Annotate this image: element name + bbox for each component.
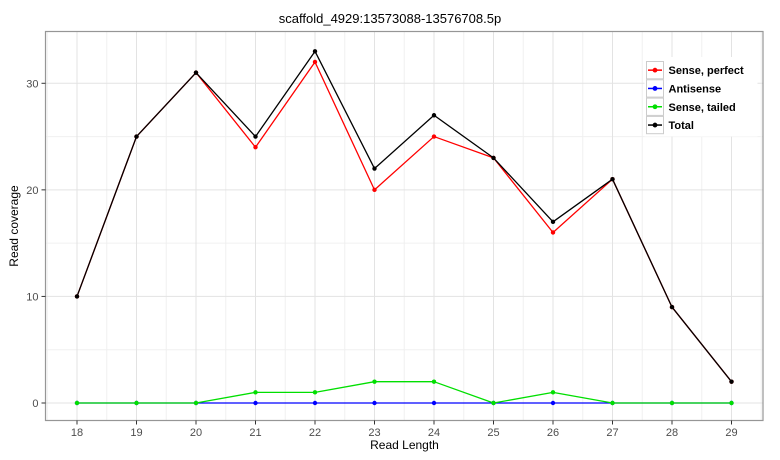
- data-point-antisense: [253, 400, 258, 406]
- data-point-sense-tailed: [372, 379, 377, 384]
- x-tick-label: 29: [725, 427, 737, 439]
- legend: Sense, perfect Antisense Sense, tailed Tota…: [644, 57, 758, 137]
- x-tick-label: 23: [368, 427, 380, 439]
- data-point-total: [134, 134, 139, 139]
- series-line-sense-tailed: [77, 381, 732, 404]
- data-point-sense-tailed: [312, 390, 318, 395]
- panel-border: [44, 30, 764, 422]
- legend-item-total: Total: [646, 115, 694, 135]
- legend-label: Antisense: [669, 83, 722, 95]
- axis-ticks: [41, 82, 732, 425]
- series-sense-tailed: [74, 379, 734, 406]
- data-point-sense-tailed: [550, 390, 556, 395]
- y-tick-labels: 0 10 20 30: [26, 78, 38, 410]
- data-point-sense-tailed: [669, 400, 675, 406]
- data-point-total: [669, 304, 675, 310]
- data-point-total: [491, 155, 496, 161]
- data-point-sense-tailed: [431, 379, 437, 384]
- legend-item-sense-tailed: Sense, tailed: [646, 97, 736, 116]
- legend-item-sense-perfect: Sense, perfect: [646, 61, 745, 80]
- x-tick-label: 26: [547, 427, 559, 439]
- y-tick-label: 30: [26, 78, 38, 90]
- data-point-antisense: [372, 400, 377, 406]
- data-point-sense-tailed: [193, 400, 199, 406]
- x-tick-labels: 18 19 20 21 22 23 24 25 26 27 28 29: [71, 427, 738, 439]
- data-point-sense-tailed: [74, 400, 80, 406]
- legend-key-point: [652, 86, 658, 91]
- y-axis-label: Read coverage: [7, 185, 21, 267]
- series-total: [74, 49, 734, 384]
- y-tick-label: 20: [26, 185, 38, 197]
- data-point-antisense: [312, 400, 318, 406]
- data-point-antisense: [550, 400, 556, 406]
- data-point-total: [431, 113, 437, 118]
- data-point-total: [312, 49, 318, 54]
- data-point-total: [372, 166, 377, 171]
- legend-item-antisense: Antisense: [646, 79, 722, 98]
- data-point-sense-perfect: [550, 230, 556, 235]
- data-point-sense-perfect: [431, 134, 437, 139]
- data-point-sense-tailed: [134, 400, 139, 406]
- data-point-total: [253, 134, 258, 139]
- x-tick-label: 27: [606, 427, 618, 439]
- data-point-total: [193, 70, 199, 75]
- data-point-sense-perfect: [312, 59, 318, 65]
- y-tick-label: 0: [32, 398, 38, 410]
- x-tick-label: 22: [309, 427, 321, 439]
- legend-key-point: [652, 122, 658, 128]
- data-point-antisense: [431, 400, 437, 406]
- x-tick-label: 19: [130, 427, 142, 439]
- data-point-sense-perfect: [253, 145, 258, 150]
- data-point-total: [729, 379, 734, 384]
- data-point-sense-tailed: [729, 400, 734, 406]
- x-tick-label: 28: [666, 427, 678, 439]
- x-tick-label: 24: [428, 427, 440, 439]
- x-axis-label: Read Length: [370, 438, 439, 452]
- chart-title: scaffold_4929:13573088-13576708.5p: [278, 11, 502, 26]
- x-tick-label: 20: [190, 427, 202, 439]
- minor-gridlines: [45, 31, 763, 421]
- legend-key-point: [652, 67, 658, 73]
- series-line-total: [76, 50, 733, 383]
- data-point-total: [610, 177, 615, 182]
- legend-label: Sense, tailed: [669, 102, 736, 114]
- x-tick-label: 21: [249, 427, 261, 439]
- x-tick-label: 25: [487, 427, 499, 439]
- legend-key-point: [652, 104, 658, 110]
- legend-label: Total: [669, 120, 694, 132]
- x-tick-label: 18: [71, 427, 83, 439]
- data-point-sense-perfect: [372, 187, 377, 193]
- data-point-sense-tailed: [253, 390, 258, 395]
- data-point-sense-tailed: [610, 400, 615, 406]
- data-point-total: [74, 294, 80, 299]
- y-tick-label: 10: [26, 291, 38, 303]
- data-point-total: [550, 219, 556, 225]
- data-point-sense-tailed: [491, 400, 496, 406]
- legend-label: Sense, perfect: [669, 65, 745, 77]
